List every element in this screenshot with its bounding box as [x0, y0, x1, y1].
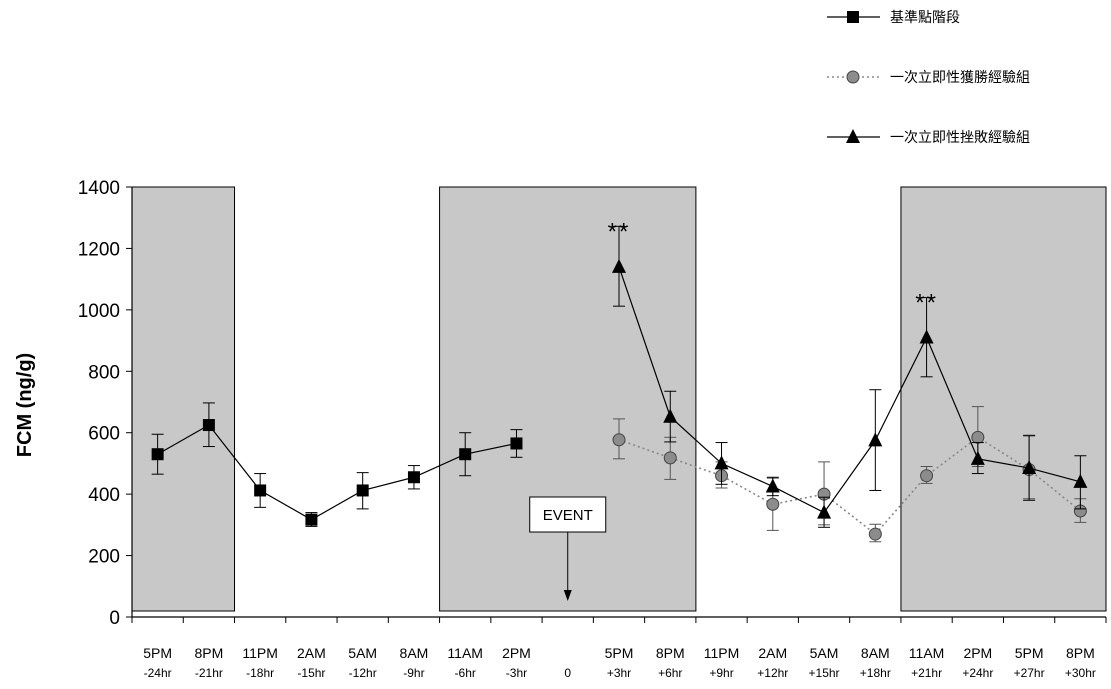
y-tick-label: 200: [88, 547, 120, 568]
data-point-circle: [920, 469, 934, 483]
data-point-circle: [971, 430, 985, 444]
x-tick-label-offset: -24hr: [144, 666, 172, 680]
data-point-square: [356, 484, 369, 497]
legend-label: 基準點階段: [890, 9, 960, 26]
event-marker: EVENT: [529, 496, 607, 601]
y-tick-label: 400: [88, 485, 120, 506]
data-point-circle: [846, 70, 860, 84]
x-tick-label-time: 8AM: [400, 645, 429, 661]
x-tick-label-offset: -9hr: [403, 666, 424, 680]
data-point-triangle: [714, 455, 729, 470]
y-tick-label: 600: [88, 424, 120, 445]
data-point-triangle: [612, 258, 626, 273]
x-tick-label-time: 5PM: [605, 645, 634, 661]
series-1: [151, 402, 523, 527]
x-tick-label-offset: +24hr: [962, 666, 993, 680]
y-tick-label: 0: [109, 608, 120, 629]
data-point-circle: [612, 433, 626, 447]
data-point-square: [847, 11, 859, 23]
data-point-circle: [663, 451, 677, 465]
data-point-triangle: [1073, 473, 1088, 488]
data-point-triangle: [663, 408, 678, 423]
x-tick-label-offset: +27hr: [1014, 666, 1045, 680]
data-point-square: [305, 513, 318, 526]
data-point-square: [254, 484, 267, 497]
series-line: [618, 266, 1081, 514]
series-3: [612, 225, 1088, 528]
data-point-square: [151, 448, 164, 461]
axes: 0 200 400 600 800 1000 1200 1400 5PM -24hr 8PM -21h…: [78, 178, 1107, 680]
shaded-region-2: [900, 186, 1107, 612]
x-tick-label-offset: -21hr: [195, 666, 223, 680]
data-point-square: [202, 419, 215, 432]
x-tick-label-offset: 0: [564, 666, 571, 680]
x-tick-label-time: 5PM: [1015, 645, 1044, 661]
event-label: EVENT: [543, 507, 593, 524]
significance-label: **: [608, 219, 631, 246]
significance-label: **: [915, 289, 938, 316]
x-tick-label-time: 2AM: [758, 645, 787, 661]
series-line: [157, 424, 517, 521]
x-tick-label-time: 8AM: [861, 645, 890, 661]
data-point-square: [459, 448, 472, 461]
x-tick-label-time: 11AM: [447, 645, 483, 661]
x-tick-label-time: 8PM: [656, 645, 685, 661]
y-axis-label: FCM (ng/g): [14, 353, 36, 457]
x-tick-label-offset: +21hr: [911, 666, 942, 680]
x-tick-label-time: 5AM: [810, 645, 839, 661]
data-point-square: [407, 471, 420, 484]
data-point-triangle: [846, 129, 860, 143]
x-tick-label-offset: -6hr: [455, 666, 476, 680]
x-tick-label-offset: +30hr: [1065, 666, 1096, 680]
x-tick-label-offset: -15hr: [297, 666, 325, 680]
y-tick-label: 1400: [78, 178, 120, 199]
y-tick-label: 800: [88, 362, 120, 383]
data-point-circle: [868, 527, 882, 541]
data-point-triangle: [817, 504, 832, 519]
x-tick-label-time: 2PM: [502, 645, 531, 661]
x-tick-label-offset: -12hr: [349, 666, 377, 680]
x-tick-label-offset: +12hr: [757, 666, 788, 680]
x-tick-label-offset: +9hr: [709, 666, 733, 680]
x-tick-label-time: 8PM: [194, 645, 223, 661]
y-tick-label: 1200: [78, 239, 120, 260]
event-arrow-head: [563, 590, 572, 601]
data-point-triangle: [970, 450, 985, 465]
x-tick-label-time: 11PM: [704, 645, 740, 661]
data-point-circle: [766, 497, 780, 511]
x-tick-label-time: 5PM: [143, 645, 172, 661]
x-tick-label-time: 2AM: [297, 645, 326, 661]
data-point-square: [510, 437, 523, 450]
data-point-triangle: [765, 478, 780, 493]
x-tick-label-time: 11AM: [909, 645, 945, 661]
y-tick-label: 1000: [78, 301, 120, 322]
x-tick-label-offset: -18hr: [246, 666, 274, 680]
x-tick-label-offset: +18hr: [860, 666, 891, 680]
data-point-triangle: [1022, 460, 1037, 475]
x-tick-label-offset: +3hr: [607, 666, 631, 680]
x-tick-label-time: 2PM: [963, 645, 992, 661]
x-tick-label-time: 8PM: [1066, 645, 1095, 661]
series-line: [618, 436, 1081, 536]
legend-label: 一次立即性挫敗經驗組: [890, 130, 1030, 146]
data-point-triangle: [868, 432, 883, 447]
x-tick-label-offset: -3hr: [506, 666, 527, 680]
legend-label: 一次立即性獲勝經驗組: [890, 70, 1030, 86]
x-tick-label-time: 5AM: [348, 645, 377, 661]
x-tick-label-offset: +6hr: [658, 666, 682, 680]
series-group: [151, 225, 1088, 543]
shaded-region-0: [131, 186, 236, 612]
data-point-triangle: [919, 329, 934, 344]
x-tick-label-offset: +15hr: [809, 666, 840, 680]
annotations: ** **: [608, 219, 938, 317]
x-tick-label-time: 11PM: [242, 645, 278, 661]
